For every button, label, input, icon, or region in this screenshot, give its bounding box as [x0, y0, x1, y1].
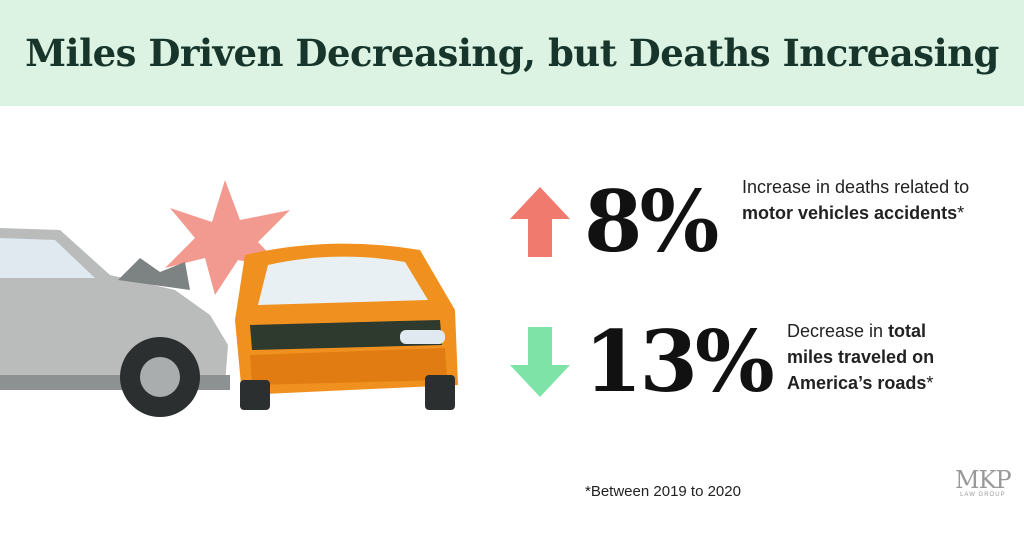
stat-description: Decrease in total miles traveled on Amer…	[787, 318, 977, 396]
description-tail: *	[926, 373, 934, 393]
crash-illustration	[0, 180, 458, 417]
arrow	[510, 327, 570, 397]
description-emphasis: total miles traveled on America’s roads	[787, 321, 935, 393]
logo-mark: MKP	[955, 466, 1012, 494]
arrow-icon	[510, 187, 570, 257]
header: Miles Driven Decreasing, but Deaths Incr…	[0, 0, 1024, 106]
stat-description: Increase in deaths related to motor vehi…	[742, 174, 972, 226]
description-lead: Increase in deaths related to	[742, 177, 970, 197]
stat-value: 8%	[584, 172, 719, 271]
description-lead: Decrease in	[787, 321, 884, 341]
stat-row: 8%	[508, 172, 719, 271]
arrow	[510, 187, 570, 257]
title: Miles Driven Decreasing, but Deaths Incr…	[25, 31, 999, 75]
footnote: *Between 2019 to 2020	[585, 483, 741, 500]
description-tail: *	[957, 203, 965, 223]
description-emphasis: motor vehicles accidents	[742, 203, 958, 223]
stat-row: 13%	[508, 312, 775, 411]
logo: MKP LAW GROUP	[955, 466, 1012, 498]
logo-subtitle: LAW GROUP	[960, 492, 1006, 498]
stat-value: 13%	[584, 312, 775, 411]
arrow-icon	[510, 327, 570, 397]
